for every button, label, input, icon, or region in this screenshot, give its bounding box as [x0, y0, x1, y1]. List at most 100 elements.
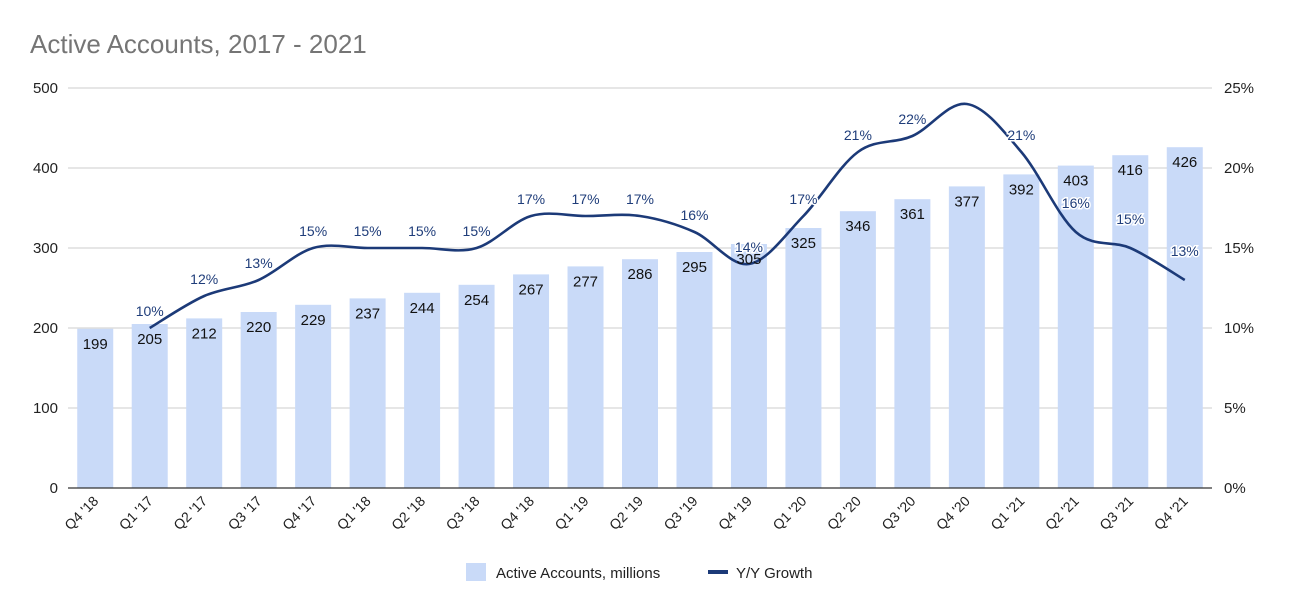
bar-value-label: 361 — [900, 206, 925, 223]
bar — [240, 312, 277, 488]
bar-value-label: 403 — [1063, 173, 1088, 190]
growth-value-label: 17% — [789, 191, 817, 207]
bar — [186, 318, 223, 488]
x-tick-label: Q4 '18 — [497, 493, 537, 533]
bar-value-label: 346 — [845, 218, 870, 235]
bar-value-label: 237 — [355, 305, 380, 322]
y-right-tick-label: 0% — [1224, 480, 1246, 497]
chart-title: Active Accounts, 2017 - 2021 — [30, 29, 367, 59]
x-tick-label: Q2 '20 — [824, 493, 864, 533]
x-tick-label: Q1 '19 — [551, 493, 591, 533]
x-tick-label: Q2 '19 — [606, 493, 646, 533]
x-tick-label: Q4 '19 — [715, 493, 755, 533]
bar-value-label: 220 — [246, 319, 271, 336]
legend-label-yy-growth: Y/Y Growth — [736, 565, 812, 582]
bar — [894, 199, 931, 488]
bars-layer — [77, 147, 1203, 488]
bar — [1112, 155, 1149, 488]
legend-swatch-yy-growth — [708, 570, 728, 574]
bar — [622, 259, 658, 488]
y-left-tick-label: 400 — [33, 160, 58, 177]
y-left-tick-label: 100 — [33, 400, 58, 417]
growth-value-label: 21% — [844, 127, 872, 143]
y-right-tick-label: 10% — [1224, 320, 1254, 337]
bar-value-label: 199 — [83, 336, 108, 353]
bar — [295, 304, 332, 488]
bar-value-label: 277 — [573, 273, 598, 290]
bar — [77, 328, 114, 488]
y-right-tick-label: 25% — [1224, 80, 1254, 97]
bar-value-label: 254 — [464, 292, 489, 309]
growth-value-label: 15% — [408, 223, 436, 239]
y-left-tick-label: 0 — [50, 480, 58, 497]
bar-value-label: 286 — [627, 266, 652, 283]
growth-value-label: 15% — [354, 223, 382, 239]
growth-value-label: 22% — [898, 111, 926, 127]
y-right-tick-label: 5% — [1224, 400, 1246, 417]
x-tick-label: Q4 '21 — [1151, 493, 1191, 533]
x-tick-label: Q3 '20 — [878, 493, 918, 533]
bar — [948, 186, 985, 488]
growth-value-label: 21% — [1007, 127, 1035, 143]
bar-value-label: 267 — [519, 281, 544, 298]
growth-value-label: 10% — [136, 303, 164, 319]
x-tick-label: Q3 '19 — [660, 493, 700, 533]
bar — [1003, 174, 1040, 488]
growth-value-label: 14% — [735, 239, 763, 255]
x-tick-label: Q2 '18 — [388, 493, 428, 533]
growth-value-label: 13% — [245, 255, 273, 271]
y-left-tick-label: 500 — [33, 80, 58, 97]
x-tick-label: Q3 '21 — [1096, 493, 1136, 533]
legend: Active Accounts, millions Y/Y Growth — [466, 563, 812, 582]
bar — [1057, 165, 1094, 488]
bar-value-label: 244 — [410, 300, 435, 317]
x-tick-label: Q4 '20 — [933, 493, 973, 533]
bar-value-label: 377 — [954, 193, 979, 210]
bar-value-label: 392 — [1009, 181, 1034, 198]
bar — [839, 211, 876, 488]
bar — [513, 274, 550, 488]
growth-value-label: 16% — [1062, 195, 1090, 211]
x-tick-label: Q4 '17 — [279, 493, 319, 533]
growth-line — [149, 102, 1186, 330]
growth-value-label: 16% — [680, 207, 708, 223]
x-tick-label: Q4 '18 — [61, 493, 101, 533]
y-left-tick-label: 300 — [33, 240, 58, 257]
bar — [1166, 147, 1203, 488]
bar-value-label: 416 — [1118, 162, 1143, 179]
bar — [131, 324, 168, 488]
x-tick-label: Q1 '21 — [987, 493, 1027, 533]
x-tick-label: Q1 '17 — [116, 493, 156, 533]
bar — [730, 244, 767, 488]
growth-value-label: 15% — [463, 223, 491, 239]
bar-value-label: 325 — [791, 235, 816, 252]
bar-value-label: 212 — [192, 325, 217, 342]
bar — [567, 266, 604, 488]
bar — [458, 284, 495, 488]
y-right-tick-label: 15% — [1224, 240, 1254, 257]
x-tick-label: Q1 '18 — [334, 493, 374, 533]
bar — [349, 298, 386, 488]
bar — [785, 228, 822, 488]
bar — [676, 252, 713, 488]
y-left-tick-label: 200 — [33, 320, 58, 337]
x-tick-label: Q3 '17 — [225, 493, 265, 533]
bar — [404, 292, 441, 488]
growth-value-label: 12% — [190, 271, 218, 287]
y-right-tick-label: 20% — [1224, 160, 1254, 177]
growth-value-label: 15% — [299, 223, 327, 239]
growth-value-label: 17% — [626, 191, 654, 207]
x-tick-label: Q2 '17 — [170, 493, 210, 533]
growth-value-label: 17% — [517, 191, 545, 207]
growth-value-label: 13% — [1171, 243, 1199, 259]
line-layer — [149, 102, 1186, 330]
bar-value-label: 205 — [137, 331, 162, 348]
x-tick-label: Q3 '18 — [443, 493, 483, 533]
bar-value-label: 229 — [301, 312, 326, 329]
x-tick-label: Q1 '20 — [769, 493, 809, 533]
bar-value-label: 295 — [682, 259, 707, 276]
labels-layer: 199 205 212 220 229 237 244 254 267 277 286 295 305 3… — [83, 110, 1201, 353]
growth-value-label: 17% — [572, 191, 600, 207]
